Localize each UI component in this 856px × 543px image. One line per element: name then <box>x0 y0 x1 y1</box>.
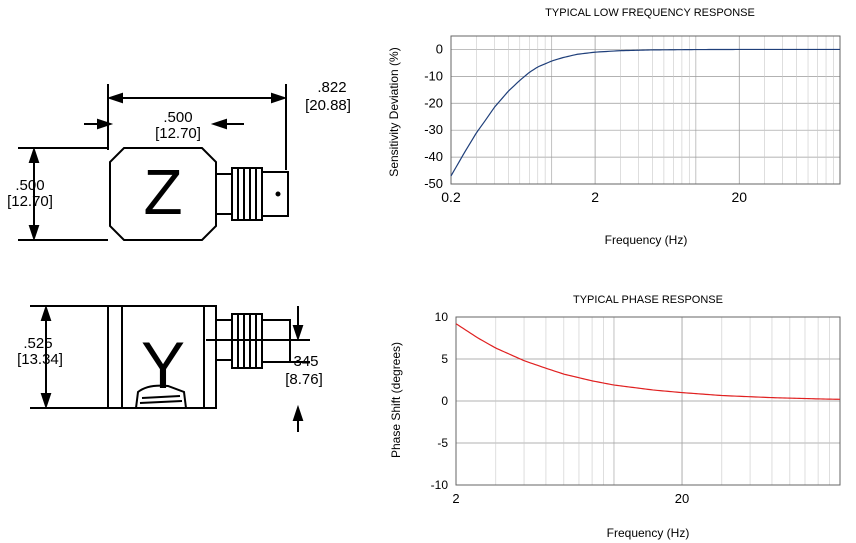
y-tick-label: -10 <box>424 68 443 83</box>
mounting-slot <box>135 384 187 409</box>
slot-hatch <box>139 400 183 404</box>
plot-frame <box>450 35 841 185</box>
y-axis-label: Sensitivity Deviation (%) <box>387 47 401 176</box>
top-view-drawing <box>18 84 289 242</box>
side-view-drawing <box>30 304 310 432</box>
y-tick-label: -10 <box>431 478 449 492</box>
arrowhead <box>210 118 227 130</box>
overall-inch-label: .822 <box>317 79 346 96</box>
x-tick-label: 2 <box>452 491 459 506</box>
y-axis-label: Phase Shift (degrees) <box>389 342 403 458</box>
connector-inch-label: 345 <box>293 353 318 370</box>
width-mm-label: [12.70] <box>155 125 201 142</box>
arrowhead <box>271 92 288 104</box>
connector-base <box>215 173 233 215</box>
arrowhead <box>106 92 123 104</box>
arrowhead <box>292 325 304 342</box>
y-tick-label: 5 <box>441 352 448 366</box>
axis-letter-z: Z <box>143 156 182 228</box>
axis-letter-y: Y <box>141 328 185 402</box>
arrowhead <box>40 304 52 321</box>
connector-pin <box>275 191 281 197</box>
height-inch-label: .500 <box>15 177 44 194</box>
height-mm-label: [12.70] <box>7 193 53 210</box>
plot-frame <box>455 316 841 486</box>
x-tick-labels: 0.2 2 20 <box>441 189 747 205</box>
x-tick-label: 0.2 <box>441 189 461 205</box>
x-tick-label: 20 <box>731 189 747 205</box>
grid <box>450 36 841 185</box>
width-inch-label: .500 <box>163 109 192 126</box>
overall-mm-label: [20.88] <box>305 97 351 114</box>
chart-title: TYPICAL PHASE RESPONSE <box>573 294 723 306</box>
y-tick-label: -30 <box>424 122 443 137</box>
slot-hatch <box>141 395 181 399</box>
connector-tip <box>261 171 289 217</box>
x-tick-labels: 2 20 <box>452 491 689 506</box>
x-tick-label: 20 <box>675 491 689 506</box>
y-tick-labels: 0 -10 -20 -30 -40 -50 <box>424 41 443 191</box>
series-line <box>455 323 841 400</box>
arrowhead <box>97 118 114 130</box>
arrowhead <box>28 225 40 242</box>
grid <box>455 316 841 486</box>
chart-title: TYPICAL LOW FREQUENCY RESPONSE <box>545 7 755 19</box>
y-tick-label: -20 <box>424 95 443 110</box>
low-frequency-response-chart: TYPICAL LOW FREQUENCY RESPONSE 0 -10 -20 -3… <box>387 7 841 247</box>
x-axis-label: Frequency (Hz) <box>607 526 690 540</box>
sensor-body <box>109 147 217 241</box>
y-tick-labels: 10 5 0 -5 -10 <box>431 310 449 492</box>
arrowhead <box>40 393 52 410</box>
y-tick-label: -50 <box>424 176 443 191</box>
series-line <box>450 48 840 177</box>
arrowhead <box>292 404 304 421</box>
x-tick-label: 2 <box>591 189 599 205</box>
y-tick-label: 0 <box>436 41 443 56</box>
x-axis-label: Frequency (Hz) <box>605 233 688 247</box>
arrowhead <box>28 146 40 163</box>
side-height-inch-label: .525 <box>23 335 52 352</box>
y-tick-label: 0 <box>441 394 448 408</box>
connector-thread <box>231 167 263 221</box>
connector-mm-label: [8.76] <box>285 371 323 388</box>
phase-response-chart: TYPICAL PHASE RESPONSE 10 5 0 -5 -10 2 20 Fre… <box>389 294 841 540</box>
y-tick-label: 10 <box>435 310 449 324</box>
y-tick-label: -5 <box>437 436 448 450</box>
y-tick-label: -40 <box>424 149 443 164</box>
side-height-mm-label: [13.34] <box>17 351 63 368</box>
